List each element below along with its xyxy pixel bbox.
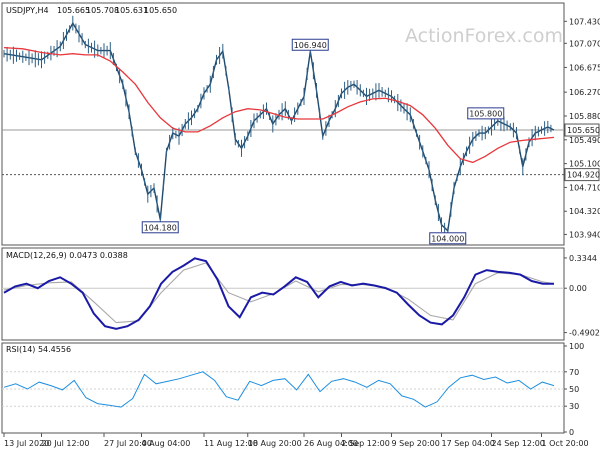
macd-title: MACD(12,26,9) 0.0473 0.0388 <box>6 251 128 260</box>
price-low: 105.631 <box>115 6 148 15</box>
price-y-tick-label: 105.100 <box>569 160 600 169</box>
x-tick-label: 13 Jul 2020 <box>4 439 49 448</box>
moving-average-line <box>3 46 555 164</box>
price-label-105.800: 105.800 <box>469 109 502 118</box>
price-title: USDJPY,H4 <box>6 6 49 15</box>
price-label-box <box>429 232 467 245</box>
support-level-box <box>564 168 600 182</box>
price-y-tick-label: 105.880 <box>569 112 600 121</box>
x-tick-label: 18 Aug 20:00 <box>248 439 302 448</box>
price-y-tick-label: 106.270 <box>569 88 600 97</box>
price-y-tick-label: 107.430 <box>569 17 600 26</box>
price-y-tick-label: 104.320 <box>569 207 600 216</box>
watermark: ActionForex.com <box>405 25 563 47</box>
price-open: 105.665 <box>57 6 90 15</box>
rsi-y-tick-label: 70 <box>569 368 579 377</box>
price-label-box <box>141 221 179 234</box>
price-y-tick-label: 107.070 <box>569 39 600 48</box>
x-tick-label: 27 Jul 20:00 <box>104 439 152 448</box>
price-y-tick-label: 105.490 <box>569 136 600 145</box>
price-label-104.180: 104.180 <box>144 223 177 232</box>
x-tick-label: 2 Sep 12:00 <box>342 439 390 448</box>
price-panel-frame <box>1 2 565 246</box>
macd-y-tick-label: -0.4902 <box>569 329 600 338</box>
current-price-label: 105.650 <box>567 126 600 135</box>
macd-series-macd <box>3 257 554 330</box>
price-y-tick-label: 106.675 <box>569 63 600 72</box>
price-panel: ActionForex.com USDJPY,H4 105.665 105.70… <box>1 2 600 246</box>
current-price-box <box>564 123 600 137</box>
macd-y-tick-label: 0.3344 <box>569 254 597 263</box>
price-label-106.940: 106.940 <box>294 41 327 50</box>
macd-y-tick-label: 0.00 <box>569 284 587 293</box>
price-close: 105.650 <box>144 6 177 15</box>
x-tick-label: 20 Jul 12:00 <box>42 439 90 448</box>
price-label-box <box>291 38 329 51</box>
x-tick-label: 1 Oct 20:00 <box>542 439 589 448</box>
x-tick-label: 17 Sep 04:00 <box>442 439 495 448</box>
macd-panel: MACD(12,26,9) 0.0473 0.0388 0.3344 0.00 -0… <box>1 247 600 341</box>
x-tick-label: 4 Aug 04:00 <box>142 439 191 448</box>
x-tick-label: 11 Aug 12:00 <box>204 439 258 448</box>
rsi-panel: RSI(14) 54.4556 100 70 50 30 0 <box>1 342 584 437</box>
rsi-panel-frame <box>1 342 565 434</box>
x-tick-label: 26 Aug 04:00 <box>304 439 358 448</box>
x-tick-label: 24 Sep 12:00 <box>492 439 545 448</box>
rsi-series-line <box>3 371 555 408</box>
support-level-label: 104.920 <box>567 171 600 180</box>
price-y-tick-label: 104.710 <box>569 183 600 192</box>
price-high: 105.708 <box>86 6 119 15</box>
price-y-tick-label: 103.940 <box>569 230 600 239</box>
x-tick-label: 9 Sep 20:00 <box>392 439 440 448</box>
rsi-y-tick-label: 0 <box>569 428 574 437</box>
rsi-title: RSI(14) 54.4556 <box>6 345 71 354</box>
rsi-y-tick-label: 100 <box>569 342 584 351</box>
rsi-y-tick-label: 30 <box>569 402 579 411</box>
price-label-box <box>467 107 505 120</box>
price-label-104.000: 104.000 <box>431 234 464 243</box>
rsi-y-tick-label: 50 <box>569 385 579 394</box>
macd-panel-frame <box>1 247 565 341</box>
